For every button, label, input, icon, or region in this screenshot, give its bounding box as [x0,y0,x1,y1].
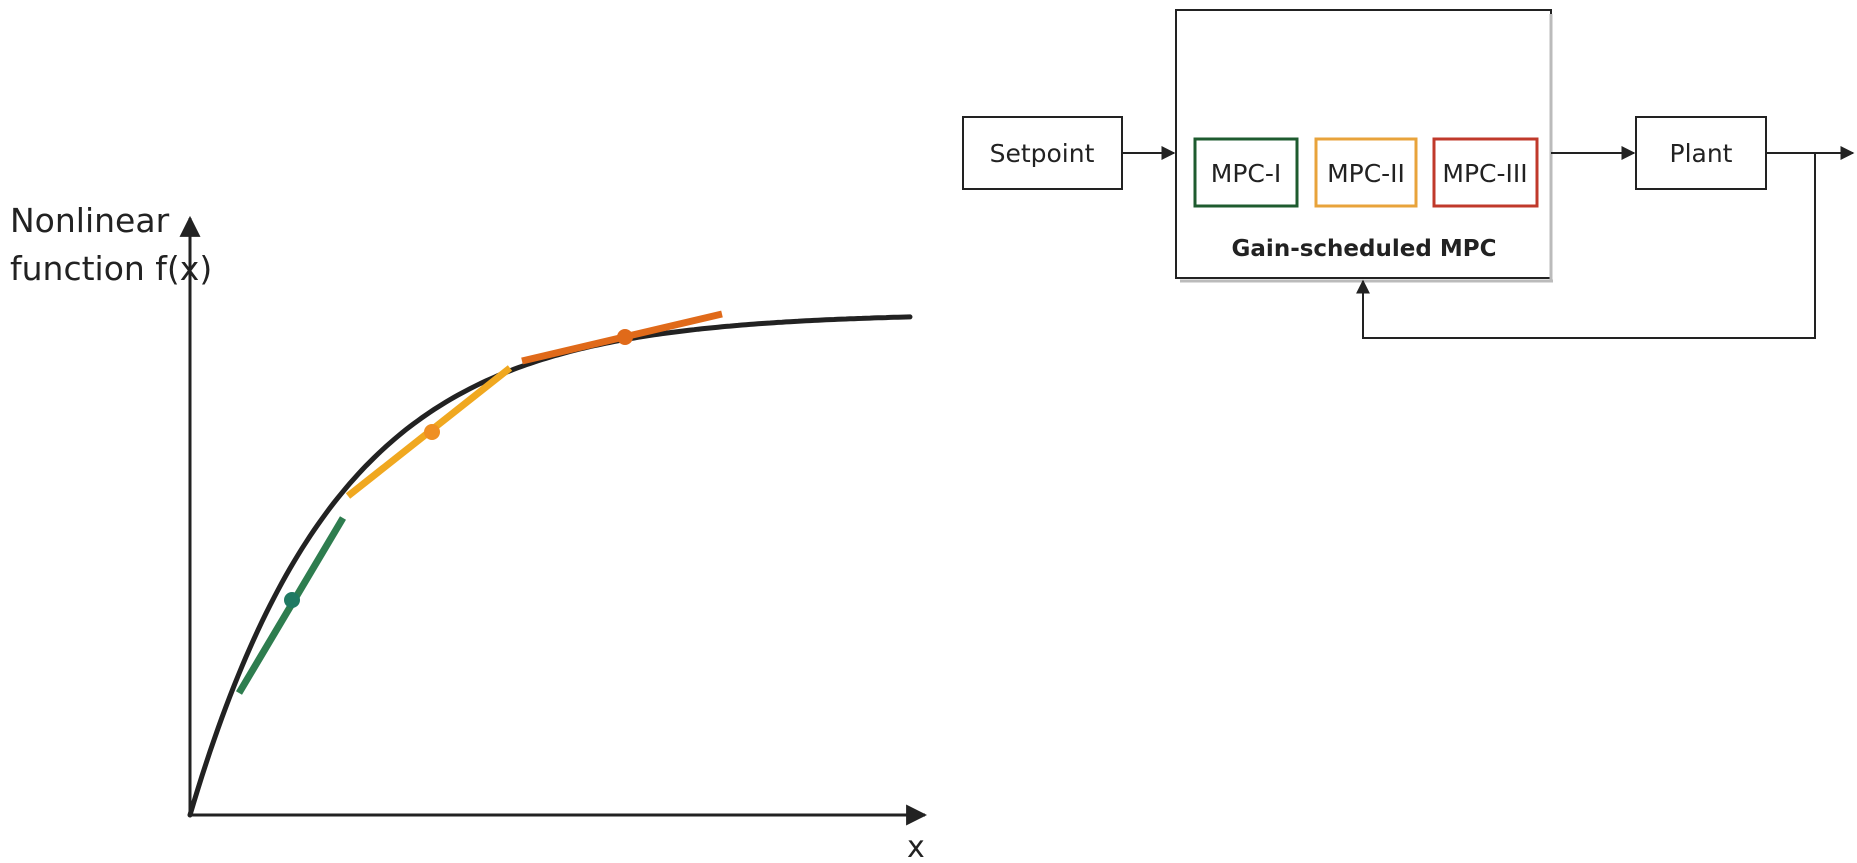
gain-scheduled-mpc-caption: Gain-scheduled MPC [1232,236,1497,262]
plant-block: Plant [1635,116,1767,190]
mpc-1-label: MPC-I [1211,159,1282,188]
y-axis-label-line1: Nonlinear [10,201,170,240]
mpc-2-block: MPC-II [1314,137,1418,208]
y-axis-label-line2: function f(x) [10,249,212,288]
mpc-1-block: MPC-I [1193,137,1299,208]
mpc-3-block: MPC-III [1432,137,1539,208]
plant-label: Plant [1670,139,1733,168]
operating-point-1 [284,592,300,608]
mpc-3-label: MPC-III [1442,159,1527,188]
feedback-path-arrow [1356,153,1816,339]
setpoint-label: Setpoint [990,139,1095,168]
gain-scheduled-mpc-diagram: Setpoint MPC-I MPC-II MPC-III Gain-sched… [962,9,1855,339]
x-axis-label: x [907,830,925,863]
operating-point-3 [617,329,633,345]
gain-scheduled-mpc-block: MPC-I MPC-II MPC-III Gain-scheduled MPC [1175,9,1553,283]
nonlinear-function-plot: Nonlinear function f(x) x [10,201,928,863]
operating-point-2 [424,424,440,440]
mpc-2-label: MPC-II [1327,159,1405,188]
setpoint-block: Setpoint [962,116,1123,190]
nonlinear-curve [187,314,913,818]
